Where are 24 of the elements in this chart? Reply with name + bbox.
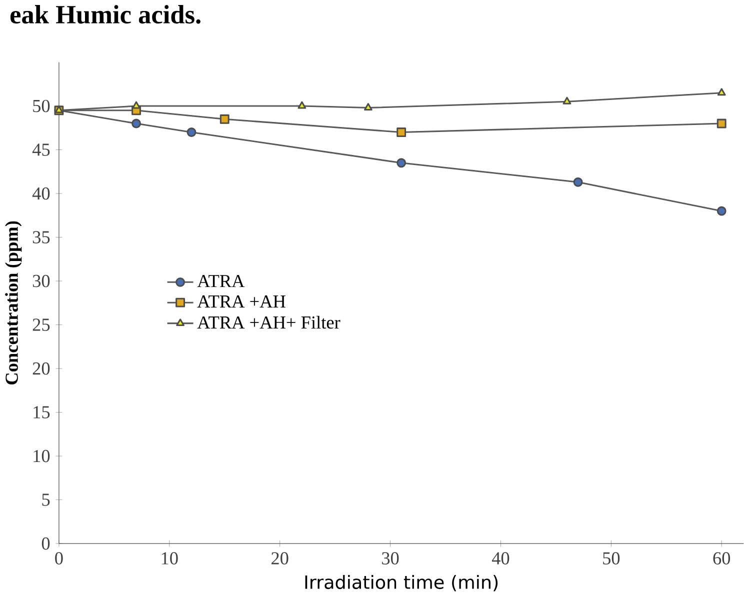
x-tick-label: 60 (713, 552, 730, 564)
y-tick-label: 40 (32, 187, 50, 200)
y-tick-label: 0 (42, 537, 50, 550)
chart-title: eak Humic acids. (10, 4, 200, 24)
legend-label: ATRA +AH+ Filter (197, 316, 340, 329)
x-axis-title: Irradiation time (min) (305, 574, 498, 592)
y-tick-label: 10 (34, 450, 50, 462)
x-tick-label: 20 (272, 552, 288, 564)
y-tick-label: 50 (33, 100, 50, 112)
y-tick-label: 45 (32, 144, 50, 156)
x-tick-label: 40 (492, 552, 510, 564)
y-tick-label: 20 (32, 362, 50, 375)
y-tick-label: 5 (42, 494, 50, 506)
y-tick-label: 35 (32, 230, 50, 244)
y-tick-label: 30 (32, 274, 50, 288)
legend-label: ATRA +AH (197, 295, 286, 308)
x-tick-label: 50 (603, 552, 620, 564)
y-tick-label: 15 (34, 406, 50, 418)
legend-label: ATRA (197, 274, 245, 287)
x-tick-label: 10 (162, 552, 178, 564)
y-axis-title: Concentration (ppm) (5, 221, 22, 384)
y-tick-label: 25 (32, 318, 50, 331)
x-tick-label: 30 (382, 552, 399, 564)
x-tick-label: 0 (55, 552, 63, 564)
